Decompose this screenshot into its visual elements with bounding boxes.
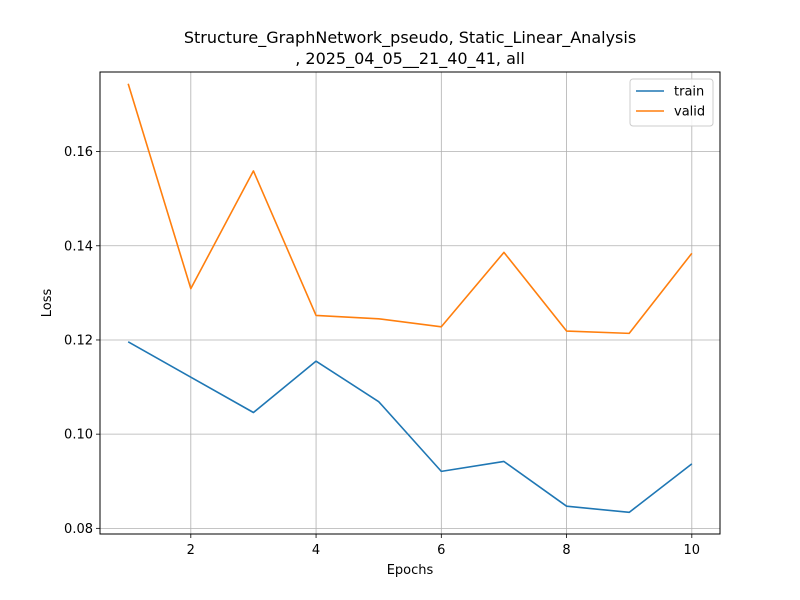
- x-axis-label: Epochs: [387, 563, 434, 578]
- legend-label-train: train: [674, 85, 704, 100]
- chart-title-line-2: , 2025_04_05__21_40_41, all: [295, 49, 525, 69]
- series-line-valid: [127, 83, 693, 335]
- x-tick-label: 6: [437, 543, 445, 558]
- y-tick-label: 0.14: [64, 239, 93, 254]
- x-tick-label: 2: [187, 543, 195, 558]
- plot-area-frame: [99, 71, 721, 535]
- legend-label-valid: valid: [674, 105, 705, 120]
- x-axis-ticks: 2 4 6 8 10: [187, 534, 700, 558]
- x-tick-label: 8: [562, 543, 570, 558]
- chart-title-line-1: Structure_GraphNetwork_pseudo, Static_Li…: [184, 28, 636, 48]
- x-tick-label: 4: [312, 543, 320, 558]
- legend: train valid: [629, 78, 714, 127]
- y-tick-label: 0.16: [64, 145, 93, 160]
- series-lines: [127, 83, 693, 514]
- series-line-train: [127, 341, 693, 514]
- y-tick-label: 0.10: [64, 428, 93, 443]
- y-axis-ticks: 0.08 0.10 0.12 0.14 0.16: [64, 145, 100, 537]
- y-tick-label: 0.08: [64, 522, 93, 537]
- y-tick-label: 0.12: [64, 333, 93, 348]
- x-tick-label: 10: [684, 543, 701, 558]
- grid-lines: [100, 72, 720, 534]
- y-axis-label: Loss: [40, 289, 55, 318]
- chart-title: Structure_GraphNetwork_pseudo, Static_Li…: [184, 28, 636, 69]
